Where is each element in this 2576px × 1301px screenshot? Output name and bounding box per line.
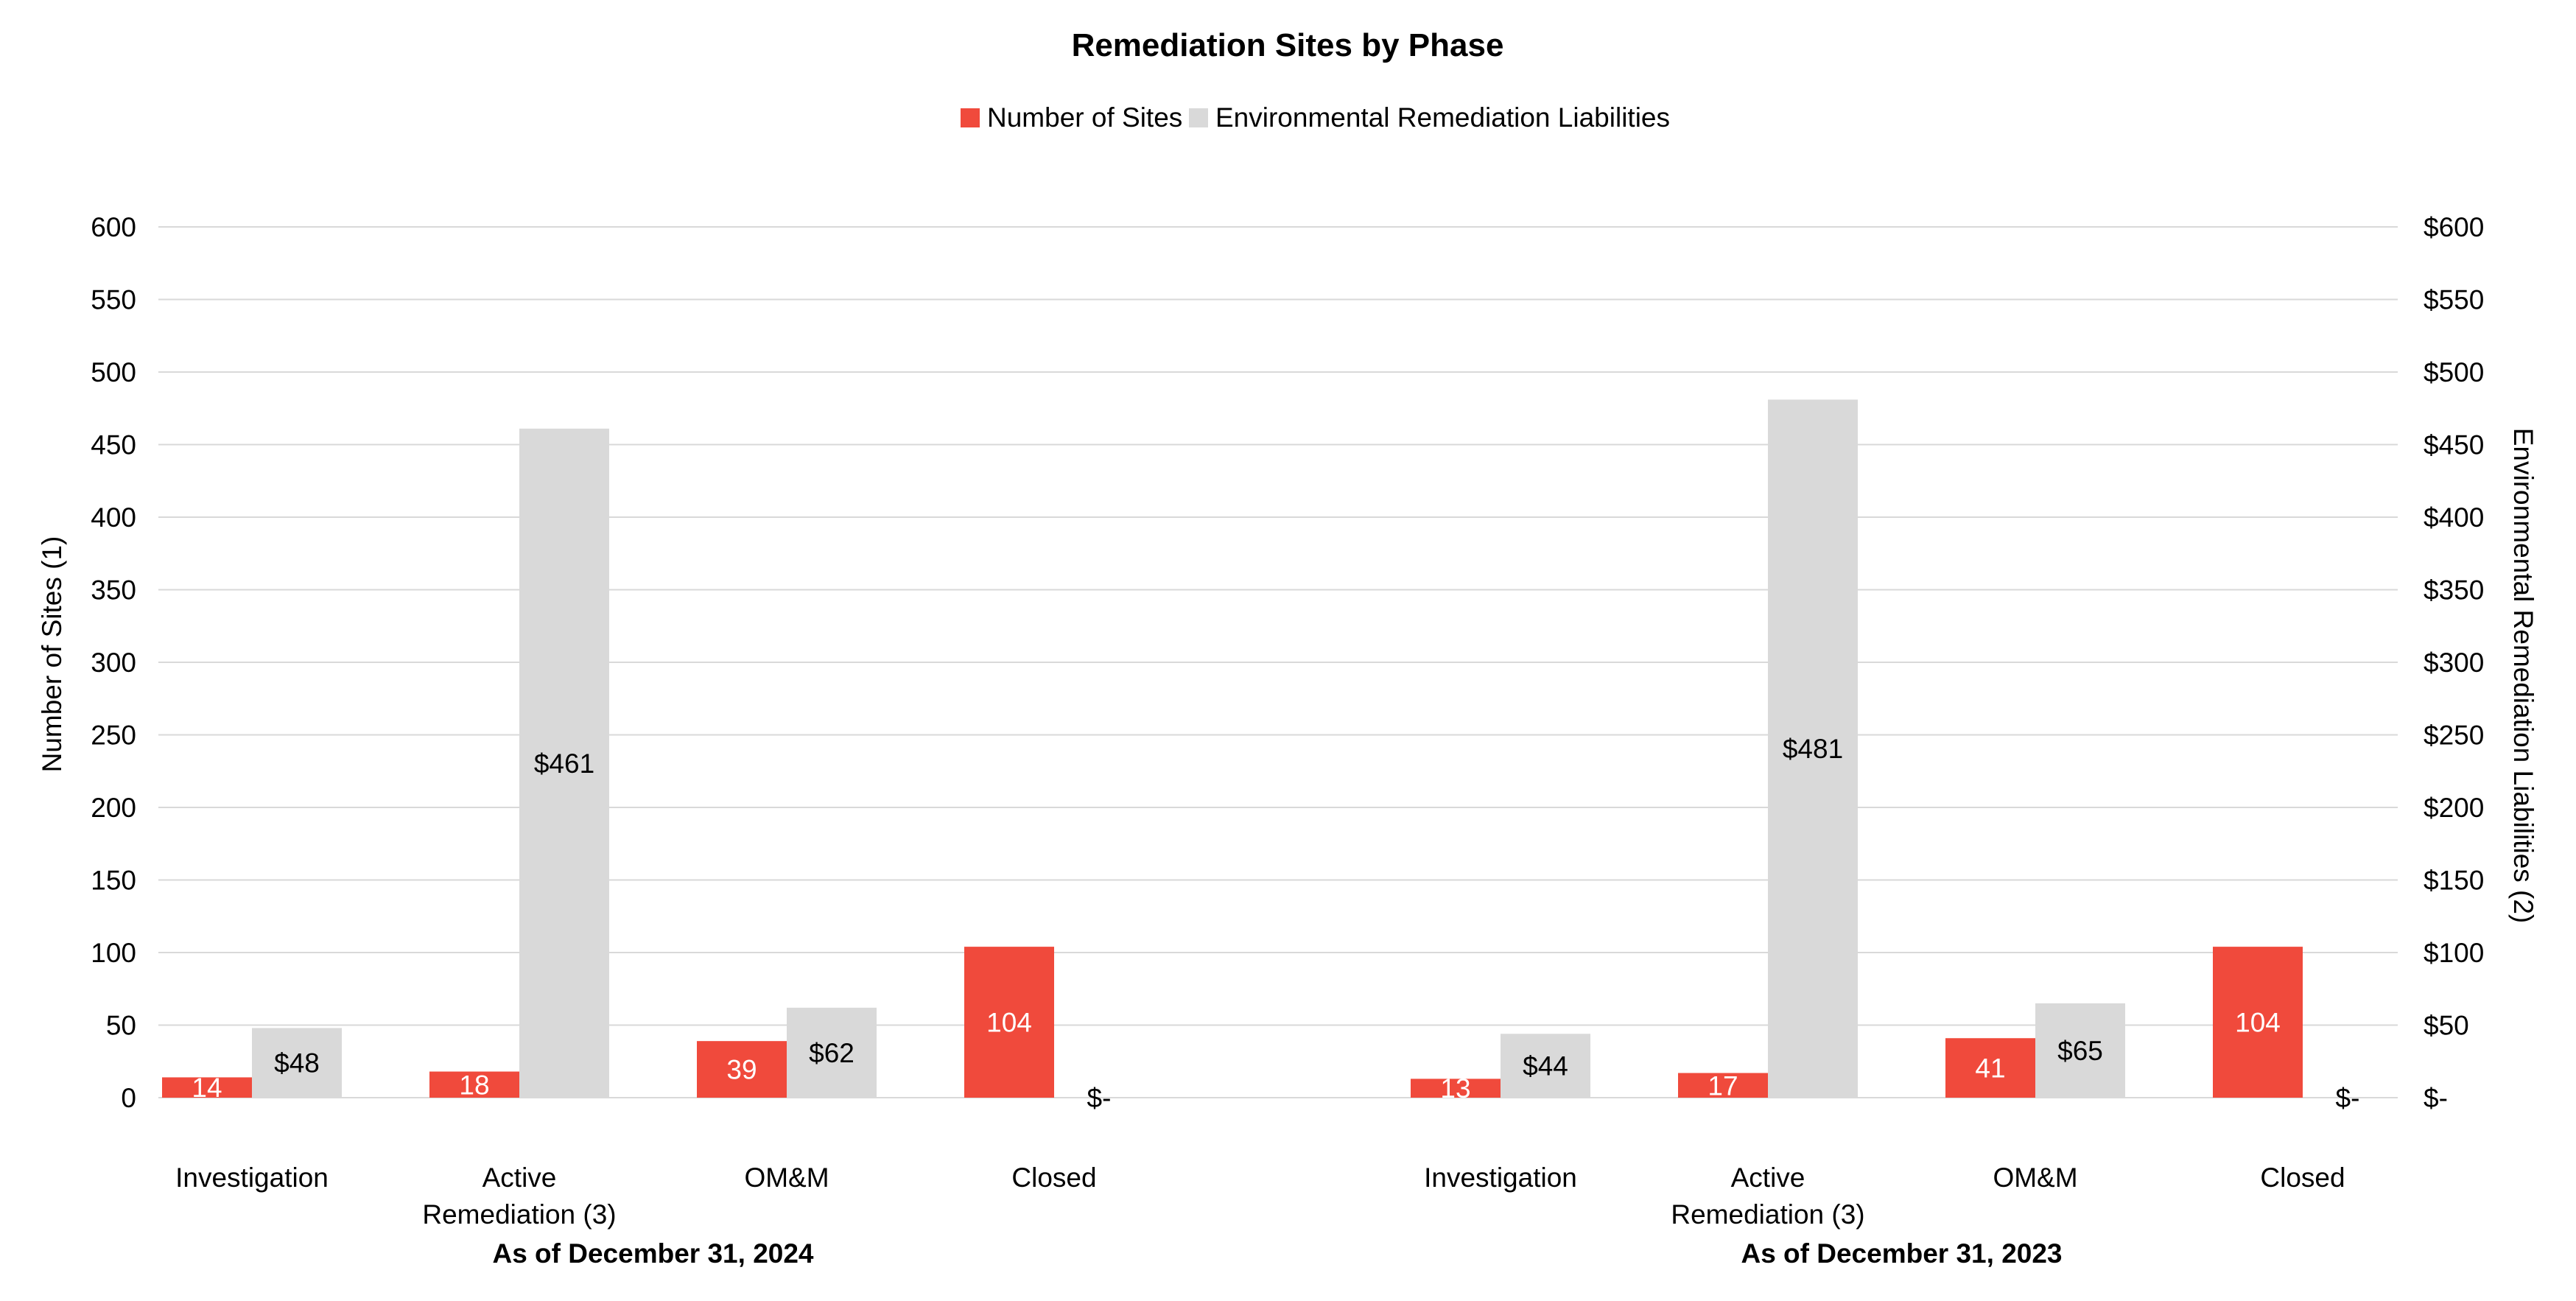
right-tick-label: $300 [2424, 648, 2484, 678]
legend: Number of Sites Environmental Remediatio… [961, 102, 1670, 133]
right-tick-label: $450 [2424, 430, 2484, 460]
left-tick-label: 200 [91, 793, 136, 823]
category-label: Investigation [175, 1163, 329, 1193]
left-axis-ticks: 0 50 100 150 200 250 300 350 400 450 500 550 600 [91, 212, 136, 1113]
bar-environmental-remediation-liabilities [252, 1028, 342, 1098]
category-label: OM&M [744, 1163, 829, 1193]
legend-label-environmental-remediation-liabilities: Environmental Remediation Liabilities [1215, 102, 1670, 133]
data-label-environmental-remediation-liabilities: $- [2336, 1083, 2360, 1113]
bar-number-of-sites [2213, 947, 2303, 1098]
right-axis-ticks: $- $50 $100 $150 $200 $250 $300 $350 $400 $450 $50… [2424, 212, 2484, 1113]
data-label-number-of-sites: 13 [1440, 1073, 1470, 1104]
category-label: Closed [1011, 1163, 1096, 1193]
right-tick-label: $550 [2424, 285, 2484, 315]
bar-number-of-sites [1945, 1038, 2035, 1098]
right-tick-label: $350 [2424, 575, 2484, 606]
data-label-number-of-sites: 104 [2235, 1008, 2281, 1038]
left-tick-label: 450 [91, 430, 136, 460]
data-labels: 14 $48 18 $461 39 $62 104 $- 13 $44 17 $481 41 $65 104… [192, 734, 2359, 1113]
legend-swatch-environmental-remediation-liabilities [1189, 108, 1208, 127]
right-tick-label: $250 [2424, 720, 2484, 751]
data-label-environmental-remediation-liabilities: $48 [274, 1048, 320, 1079]
data-label-environmental-remediation-liabilities: $44 [1523, 1051, 1568, 1081]
right-tick-label: $400 [2424, 502, 2484, 533]
left-tick-label: 550 [91, 285, 136, 315]
right-axis-title: Environmental Remediation Liabilities (2… [2508, 428, 2538, 924]
data-label-number-of-sites: 104 [986, 1008, 1032, 1038]
category-label: Remediation (3) [422, 1199, 616, 1230]
bar-number-of-sites [964, 947, 1054, 1098]
left-tick-label: 100 [91, 938, 136, 968]
data-label-number-of-sites: 17 [1708, 1070, 1738, 1101]
bars [162, 399, 2303, 1098]
data-label-number-of-sites: 14 [192, 1073, 222, 1103]
gridlines [158, 226, 2398, 1098]
right-tick-label: $500 [2424, 357, 2484, 388]
data-label-number-of-sites: 39 [726, 1055, 757, 1085]
left-tick-label: 0 [121, 1083, 136, 1113]
bar-environmental-remediation-liabilities [1501, 1034, 1590, 1098]
left-tick-label: 500 [91, 357, 136, 388]
category-label: Active [482, 1163, 557, 1193]
left-axis-title: Number of Sites (1) [37, 536, 67, 773]
data-label-environmental-remediation-liabilities: $461 [534, 748, 594, 779]
right-tick-label: $100 [2424, 938, 2484, 968]
data-label-environmental-remediation-liabilities: $65 [2057, 1036, 2103, 1066]
right-tick-label: $- [2424, 1083, 2448, 1113]
category-label: Investigation [1424, 1163, 1577, 1193]
right-tick-label: $600 [2424, 212, 2484, 242]
bar-number-of-sites [1411, 1079, 1501, 1098]
group-label: As of December 31, 2023 [1741, 1238, 2062, 1269]
legend-swatch-number-of-sites [961, 108, 980, 127]
data-label-environmental-remediation-liabilities: $62 [809, 1038, 854, 1068]
data-label-number-of-sites: 18 [459, 1070, 489, 1100]
bar-number-of-sites [162, 1077, 252, 1098]
right-tick-label: $50 [2424, 1011, 2469, 1041]
bar-environmental-remediation-liabilities [2035, 1003, 2125, 1098]
group-labels: As of December 31, 2024 As of December 31… [492, 1238, 2062, 1269]
bar-number-of-sites [429, 1071, 519, 1098]
bar-number-of-sites [1678, 1073, 1768, 1098]
left-tick-label: 600 [91, 212, 136, 242]
bar-environmental-remediation-liabilities [787, 1007, 877, 1098]
category-label: Closed [2260, 1163, 2345, 1193]
right-tick-label: $150 [2424, 866, 2484, 896]
group-label: As of December 31, 2024 [492, 1238, 813, 1269]
bar-environmental-remediation-liabilities [1768, 399, 1858, 1098]
left-tick-label: 250 [91, 720, 136, 751]
category-label: Active [1731, 1163, 1805, 1193]
bar-environmental-remediation-liabilities [519, 428, 609, 1098]
category-label: OM&M [1993, 1163, 2077, 1193]
legend-label-number-of-sites: Number of Sites [987, 102, 1182, 133]
left-tick-label: 350 [91, 575, 136, 606]
left-tick-label: 50 [106, 1011, 136, 1041]
bar-number-of-sites [697, 1041, 787, 1098]
left-tick-label: 150 [91, 866, 136, 896]
chart-title: Remediation Sites by Phase [1072, 27, 1504, 63]
category-labels: Investigation Active Remediation (3) OM&M Cl… [175, 1163, 2345, 1230]
data-label-number-of-sites: 41 [1975, 1053, 2005, 1084]
data-label-environmental-remediation-liabilities: $- [1087, 1083, 1112, 1113]
data-label-environmental-remediation-liabilities: $481 [1783, 734, 1843, 764]
right-tick-label: $200 [2424, 793, 2484, 823]
category-label: Remediation (3) [1671, 1199, 1864, 1230]
left-tick-label: 300 [91, 648, 136, 678]
left-tick-label: 400 [91, 502, 136, 533]
